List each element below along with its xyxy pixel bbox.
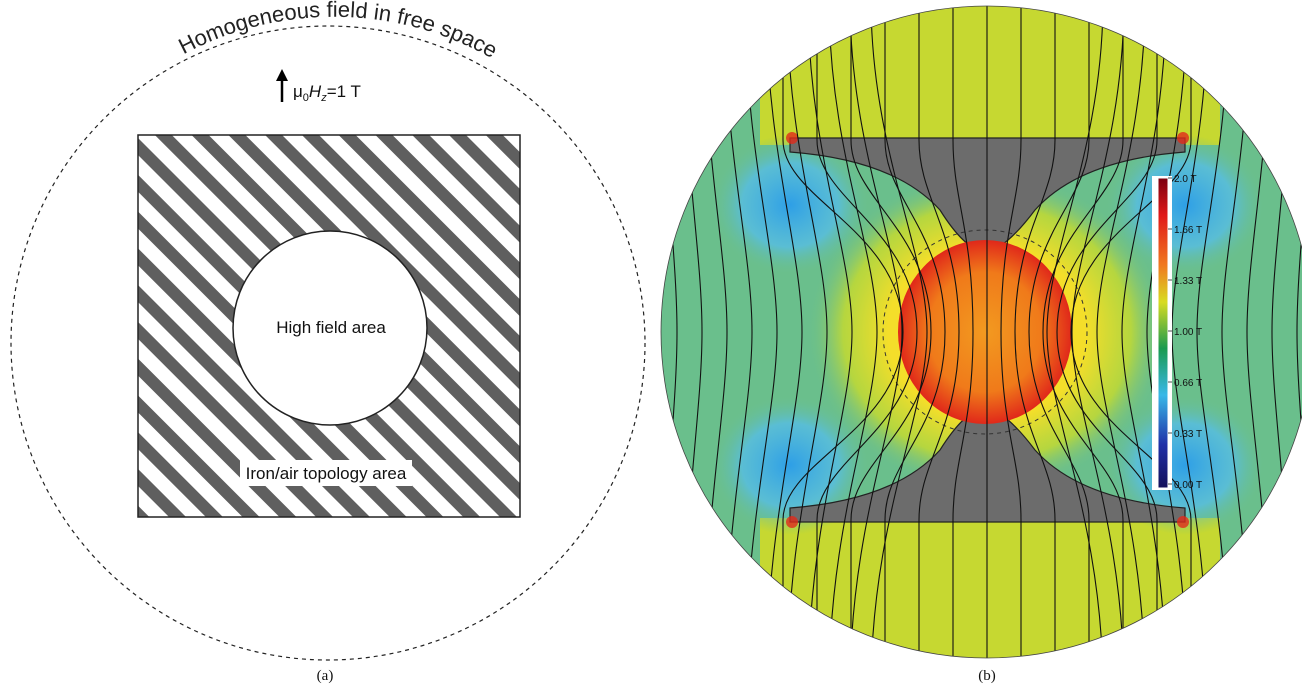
colorbar-tick-label: 0.00 T — [1174, 480, 1202, 491]
field-line — [1096, 6, 1146, 658]
colorbar-tick-label: 1.33 T — [1174, 276, 1202, 287]
field-line — [782, 6, 904, 658]
field-line — [952, 6, 974, 658]
colorbar-tick-label: 1.00 T — [1174, 327, 1202, 338]
weak-zone-tl — [710, 135, 870, 275]
field-line — [918, 6, 960, 658]
bottom-pole-region — [760, 518, 1220, 658]
field-line — [807, 6, 853, 658]
field-line — [1196, 6, 1230, 658]
field-line — [828, 6, 878, 658]
colorbar-tick-label: 1.66 T — [1174, 225, 1202, 236]
field-line — [850, 6, 932, 658]
field-line — [1014, 6, 1056, 658]
colorbar-tick-label: 0.66 T — [1174, 378, 1202, 389]
field-line — [1028, 6, 1090, 658]
field-line — [884, 6, 946, 658]
field-arrow-icon — [276, 69, 288, 102]
field-line — [1056, 6, 1158, 658]
field-line — [598, 0, 602, 689]
field-line — [786, 6, 828, 658]
field-line — [640, 0, 652, 689]
colorbar: 2.0 T 1.66 T 1.33 T 1.00 T 0.66 T 0.33 T 0.00 … — [1152, 174, 1202, 491]
field-line — [765, 6, 803, 658]
field-line — [1000, 6, 1022, 658]
panel-b: 2.0 T 1.66 T 1.33 T 1.00 T 0.66 T 0.33 T 0.00 … — [598, 0, 1302, 689]
field-line — [816, 6, 918, 658]
free-space-boundary — [10, 25, 646, 661]
field-line — [1146, 6, 1188, 658]
field-strength-label: μ0Hz=1 T — [293, 82, 361, 104]
high-field-label: High field area — [276, 318, 386, 337]
topology-label-bg — [240, 460, 412, 486]
colorbar-tick-label: 0.33 T — [1174, 429, 1202, 440]
field-line — [1042, 6, 1124, 658]
high-field-circle — [232, 230, 428, 426]
free-space-label: Homogeneous field in free space — [174, 0, 501, 63]
weak-zone-br — [1105, 395, 1265, 535]
domain-boundary — [660, 5, 1302, 659]
high-field-center — [898, 240, 1072, 424]
field-line — [849, 6, 903, 658]
colorbar-gradient — [1157, 177, 1169, 489]
caption-a: (a) — [317, 668, 334, 684]
target-area-outline — [882, 229, 1088, 435]
panel-a: Homogeneous field in free space μ0Hz=1 T… — [10, 0, 646, 684]
weak-zone-bl — [710, 395, 870, 535]
field-line — [744, 6, 778, 658]
field-line — [1121, 6, 1167, 658]
topology-label: Iron/air topology area — [246, 464, 407, 483]
field-line — [1296, 6, 1302, 658]
field-map — [598, 0, 1302, 689]
field-line — [619, 0, 627, 689]
field-line — [1071, 6, 1125, 658]
weak-zone-tr — [1105, 135, 1265, 275]
caption-b: (b) — [978, 668, 996, 684]
colorbar-tick-label: 2.0 T — [1174, 174, 1197, 185]
top-pole-region — [760, 6, 1220, 145]
